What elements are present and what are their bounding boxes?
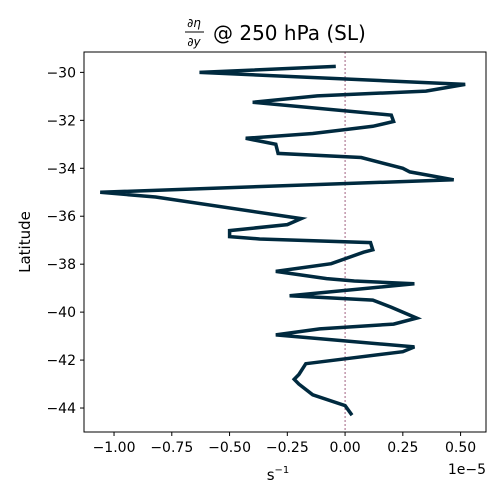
x-axis-offset-text: 1e−5 [448,462,486,478]
y-tick-label: −36 [46,209,76,225]
x-axis-label-base: s [267,466,275,484]
x-tick-label: 0.25 [387,440,418,456]
y-tick-label: −34 [46,161,76,177]
title-fraction-numerator: ∂η [187,16,201,30]
x-tick-label: 0.50 [445,440,476,456]
y-tick-label: −40 [46,305,76,321]
x-tick-label: −0.50 [208,440,251,456]
y-tick-label: −32 [46,113,76,129]
y-tick-label: −38 [46,257,76,273]
y-tick-label: −30 [46,65,76,81]
title-fraction-denominator: ∂y [187,35,201,49]
y-tick-label: −42 [46,353,76,369]
x-tick-label: −1.00 [93,440,136,456]
y-axis-label: Latitude [16,211,34,273]
y-tick-label: −44 [46,401,76,417]
x-axis: −1.00 −0.75 −0.50 −0.25 0.00 0.25 0.50 [93,432,476,456]
x-tick-label: −0.75 [150,440,193,456]
plot-area-frame [83,51,487,433]
chart-title: ∂η ∂y @ 250 hPa (SL) [185,16,366,49]
title-text: @ 250 hPa (SL) [213,21,366,45]
x-axis-label: s−1 [267,465,290,484]
series-line [100,64,466,417]
y-axis: −30 −32 −34 −36 −38 −40 −42 −44 [46,65,84,417]
x-axis-label-exponent: −1 [275,465,290,476]
x-tick-label: 0.00 [329,440,360,456]
x-tick-label: −0.25 [266,440,309,456]
